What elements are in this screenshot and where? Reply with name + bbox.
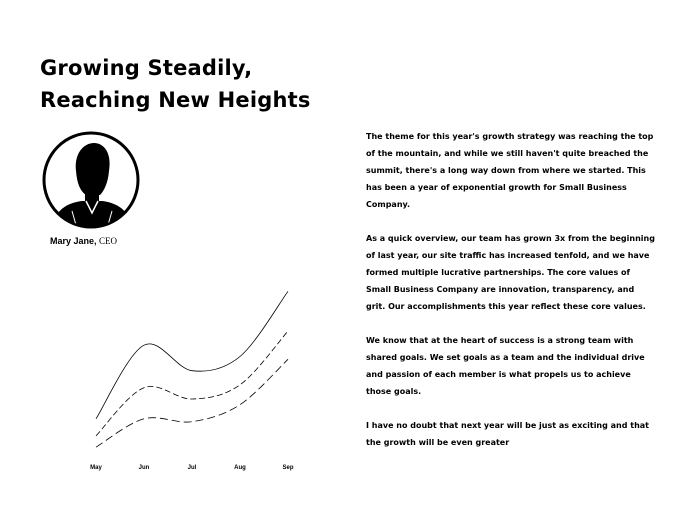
series-line-3 (95, 359, 289, 448)
x-tick-label: Jul (188, 465, 197, 471)
ceo-caption: Mary Jane, CEO (50, 236, 117, 246)
x-tick-label: May (90, 465, 102, 471)
growth-chart: May Jun Jul Aug Sep (60, 270, 320, 480)
title-line-2: Reaching New Heights (40, 88, 311, 112)
ceo-name: Mary Jane, (50, 236, 97, 246)
paragraph-2: As a quick overview, our team has grown … (366, 234, 655, 311)
page-title: Growing Steadily, Reaching New Heights (40, 52, 370, 116)
x-tick-label: Aug (234, 465, 246, 471)
person-silhouette-icon (42, 131, 140, 229)
title-line-1: Growing Steadily, (40, 56, 253, 80)
ceo-avatar (42, 131, 140, 229)
growth-chart-svg: May Jun Jul Aug Sep (90, 291, 294, 471)
body-text: The theme for this year's growth strateg… (366, 128, 656, 468)
series-line-1 (95, 291, 289, 420)
paragraph-4: I have no doubt that next year will be j… (366, 421, 649, 447)
ceo-role: CEO (99, 236, 118, 246)
series-line-2 (95, 330, 289, 437)
x-tick-label: Jun (139, 465, 150, 471)
x-tick-label: Sep (282, 465, 293, 471)
paragraph-1: The theme for this year's growth strateg… (366, 132, 654, 209)
paragraph-3: We know that at the heart of success is … (366, 336, 645, 396)
